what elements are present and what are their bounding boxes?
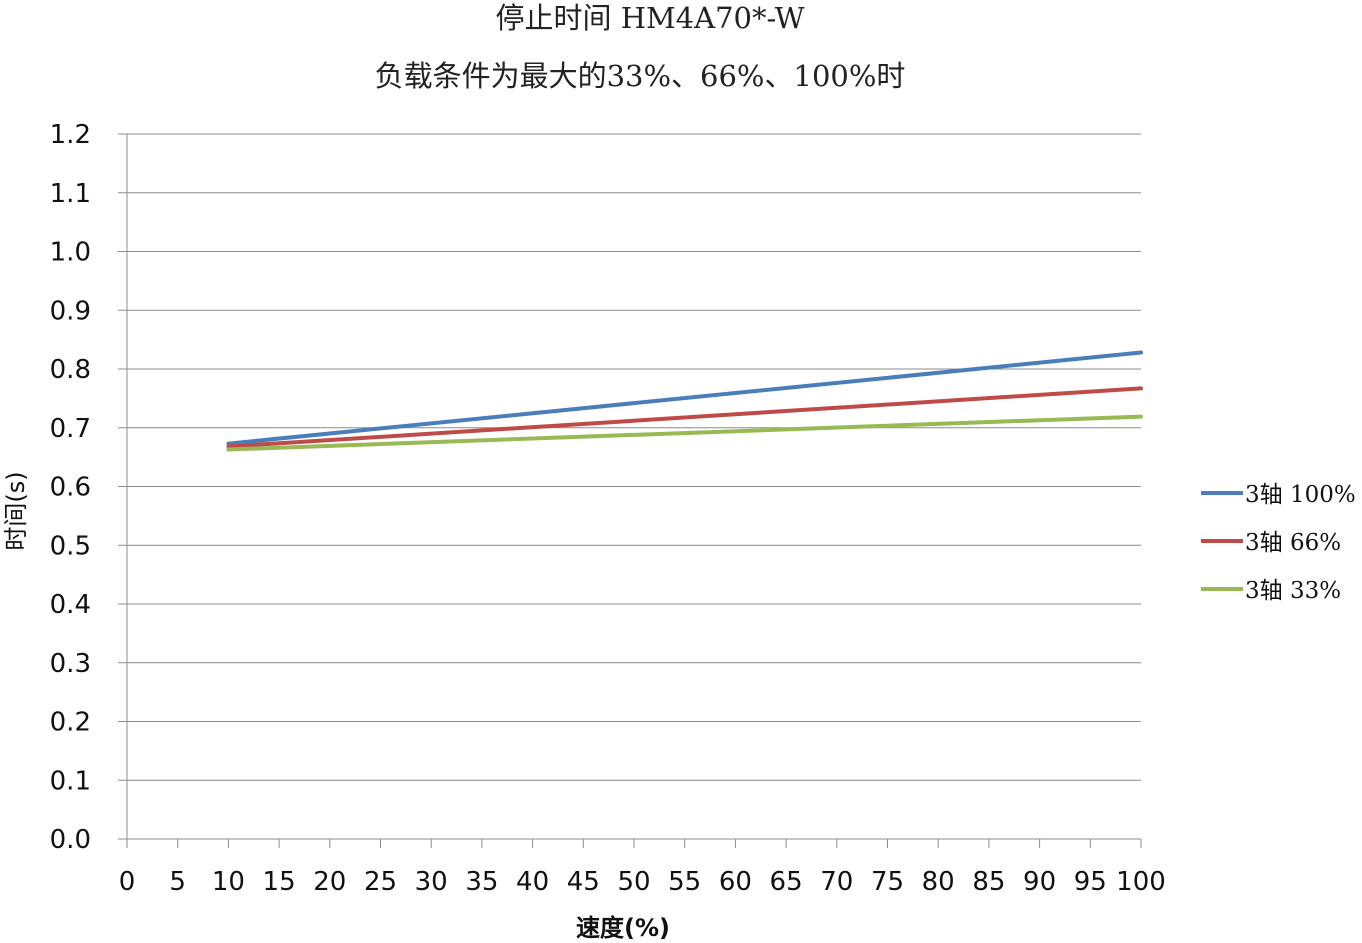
x-tick-label: 25 — [364, 867, 397, 897]
x-tick-label: 40 — [516, 867, 549, 897]
gridlines — [127, 133, 1141, 781]
y-tick-label: 0.8 — [50, 355, 91, 385]
x-tick-labels: 0 5 10 15 20 25 30 35 40 45 50 55 60 65 70 75 80 85 90 95 10… — [119, 867, 1166, 897]
x-tick-label: 100 — [1116, 867, 1166, 897]
chart-title: 停止时间 HM4A70*-W — [495, 1, 804, 35]
series-line — [226, 386, 1143, 449]
y-tick-label: 0.3 — [50, 649, 91, 679]
series-line — [226, 414, 1143, 452]
x-tick-label: 95 — [1074, 867, 1107, 897]
x-tick-label: 55 — [668, 867, 701, 897]
x-tick-label: 15 — [263, 867, 296, 897]
y-tick-label: 0.9 — [50, 296, 91, 326]
x-tick-label: 20 — [313, 867, 346, 897]
y-tick-label: 0.1 — [50, 766, 91, 796]
x-tick-label: 50 — [617, 867, 650, 897]
y-tick-label: 0.5 — [50, 531, 91, 561]
x-tick-label: 30 — [415, 867, 448, 897]
y-axis-label: 时间(s) — [2, 471, 30, 550]
x-tick-label: 65 — [770, 867, 803, 897]
x-tick-label: 35 — [465, 867, 498, 897]
y-tick-label: 1.0 — [50, 238, 91, 268]
x-tick-label: 70 — [820, 867, 853, 897]
legend-label: 3轴 100% — [1245, 482, 1356, 508]
y-tick-label: 0.7 — [50, 414, 91, 444]
y-tick-label: 0.6 — [50, 473, 91, 503]
y-tick-label: 0.4 — [50, 590, 91, 620]
x-tick-label: 75 — [871, 867, 904, 897]
y-tick-label: 1.1 — [50, 179, 91, 209]
series-lines — [226, 350, 1143, 452]
x-tick-label: 90 — [1023, 867, 1056, 897]
legend-label: 3轴 66% — [1245, 530, 1341, 556]
y-tick-labels: 0.0 0.1 0.2 0.3 0.4 0.5 0.6 0.7 0.8 0.9 1.0 1.1 1.2 — [50, 120, 91, 855]
legend-label: 3轴 33% — [1245, 578, 1341, 604]
x-tick-label: 60 — [719, 867, 752, 897]
y-tick-label: 0.0 — [50, 825, 91, 855]
series-line — [226, 350, 1143, 446]
x-tick-label: 10 — [212, 867, 245, 897]
chart-subtitle: 负载条件为最大的33%、66%、100%时 — [375, 59, 906, 93]
x-tick-label: 80 — [922, 867, 955, 897]
x-tick-label: 45 — [567, 867, 600, 897]
x-tick-label: 5 — [169, 867, 186, 897]
axes — [118, 133, 1142, 848]
x-axis-label: 速度(%) — [576, 914, 670, 942]
x-tick-label: 0 — [119, 867, 136, 897]
legend: 3轴 100% 3轴 66% 3轴 33% — [1201, 482, 1356, 604]
y-tick-label: 1.2 — [50, 120, 91, 150]
y-tick-label: 0.2 — [50, 708, 91, 738]
x-tick-label: 85 — [972, 867, 1005, 897]
